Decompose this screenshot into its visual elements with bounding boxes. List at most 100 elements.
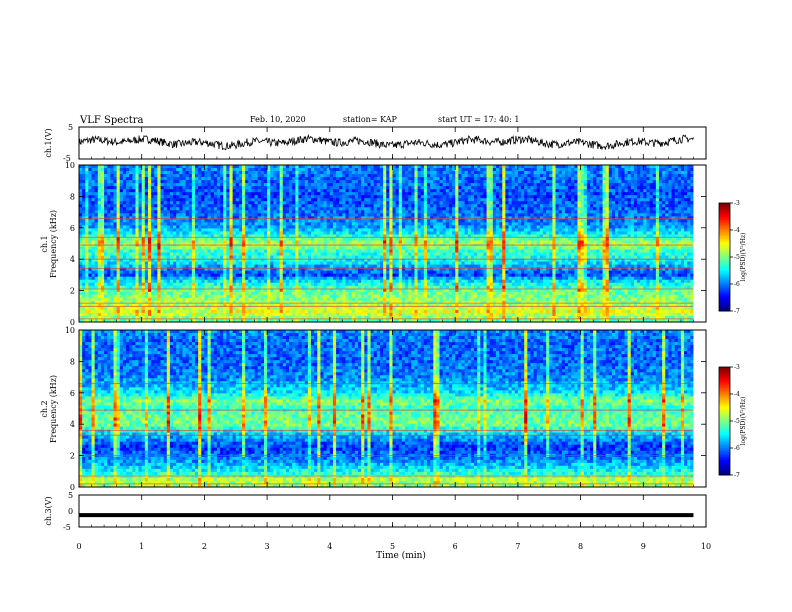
ch1-spectrogram-cell <box>486 180 491 184</box>
ch1-spectrogram-cell <box>586 174 591 178</box>
ch1-spectrogram-cell <box>414 222 419 226</box>
ch1-spectrogram-cell <box>79 165 83 169</box>
ch1-spectrogram-cell <box>486 210 491 214</box>
ch1-spectrogram-cell <box>229 177 234 181</box>
ch1-spectrogram-cell <box>564 186 569 190</box>
ch1-spectrogram-cell <box>188 228 193 233</box>
ch1-spectrogram-cell <box>285 204 290 208</box>
ch1-spectrogram-cell <box>229 204 234 208</box>
ch1-spectrogram-cell <box>91 195 96 199</box>
ch1-spectrogram-cell <box>649 180 654 184</box>
ch1-spectrogram-cell <box>373 174 378 178</box>
ch1-spectrogram-cell <box>94 225 99 229</box>
ch1-spectrogram-cell <box>285 225 290 229</box>
ch1-spectrogram-cell <box>304 192 309 196</box>
ch1-spectrogram-cell <box>354 177 359 181</box>
ch1-spectrogram-cell <box>505 198 510 202</box>
ch1-spectrogram-cell <box>646 228 651 233</box>
ch1-spectrogram-cell <box>235 165 240 169</box>
ch1-spectrogram-cell <box>455 195 459 199</box>
ch1-spectrogram-cell <box>577 198 582 202</box>
ch1-spectrogram-cell <box>533 207 538 211</box>
ch1-spectrogram-cell <box>417 174 422 178</box>
ch1-spectrogram-cell <box>536 189 541 193</box>
ch1-spectrogram-cell <box>461 168 466 172</box>
ch1-spectrogram-cell <box>549 171 553 175</box>
ch1-spectrogram-cell <box>677 204 682 208</box>
ch1-spectrogram-cell <box>624 171 629 175</box>
ch1-spectrogram-cell <box>643 186 648 190</box>
ch1-spectrogram-cell <box>238 189 243 193</box>
ch1-spectrogram-cell <box>376 186 381 190</box>
ch1-spectrogram-cell <box>398 195 403 199</box>
ch1-spectrogram-cell <box>621 183 626 187</box>
ch1-spectrogram-cell <box>461 177 466 181</box>
ch1-spectrogram-cell <box>304 177 309 181</box>
ch1-spectrogram-cell <box>674 168 679 172</box>
ch1-spectrogram-cell <box>220 171 224 175</box>
ch1-spectrogram-cell <box>263 198 268 202</box>
ch1-spectrogram-cell <box>267 207 271 211</box>
ch1-spectrogram-cell <box>361 210 365 214</box>
ch1-spectrogram-cell <box>376 210 381 214</box>
ch1-spectrogram-cell <box>85 171 90 175</box>
ch1-spectrogram-cell <box>467 174 472 178</box>
ch1-spectrogram-cell <box>285 192 290 196</box>
ch1-spectrogram-cell <box>549 228 553 233</box>
ch1-spectrogram-cell <box>445 177 450 181</box>
ch1-spectrogram-cell <box>423 225 428 229</box>
ch1-spectrogram-cell <box>524 198 528 202</box>
ch1-spectrogram-cell <box>621 219 626 223</box>
ch1-spectrogram-cell <box>317 213 321 217</box>
ch1-spectrogram-cell <box>279 210 284 214</box>
ch1-spectrogram-cell <box>100 174 105 178</box>
ch1-spectrogram-cell <box>210 210 215 214</box>
ch1-spectrogram-cell <box>235 177 240 181</box>
ch1-spectrogram-cell <box>568 207 572 211</box>
ch1-spectrogram-cell <box>295 189 300 193</box>
ch1-spectrogram-cell <box>245 225 249 229</box>
ch1-spectrogram-cell <box>621 186 626 190</box>
date-label: Feb. 10, 2020 <box>250 115 306 124</box>
ch1-spectrogram-cell <box>621 207 626 211</box>
ch1-spectrogram-cell <box>310 168 315 172</box>
ch1-spectrogram-cell <box>571 204 575 208</box>
ch1-spectrogram-cell <box>85 192 90 196</box>
ch1-spectrogram-cell <box>586 165 591 169</box>
ch1-spectrogram-cell <box>110 165 115 169</box>
ch1-spectrogram-cell <box>423 180 428 184</box>
ch1-spectrogram-cell <box>439 189 444 193</box>
ch1-spectrogram-cell <box>564 225 569 229</box>
ch1-spectrogram-cell <box>561 186 566 190</box>
ch1-spectrogram-cell <box>655 183 660 187</box>
ch1-spectrogram-cell <box>122 174 127 178</box>
ch1-spectrogram-cell <box>564 213 569 217</box>
ch1-spectrogram-cell <box>467 192 472 196</box>
ch1-spectrogram-cell <box>270 204 274 208</box>
ch1-spectrogram-cell <box>370 168 375 172</box>
ch1-spectrogram-cell <box>116 207 121 211</box>
ch1-spectrogram-cell <box>508 186 513 190</box>
ch1-spectrogram-cell <box>662 198 666 202</box>
ch1-spectrogram-cell <box>216 219 221 223</box>
ch1-spectrogram-cell <box>257 210 262 214</box>
ch1-spectrogram-cell <box>144 171 149 175</box>
ch1-spectrogram-cell <box>314 228 318 233</box>
ch1-spectrogram-cell <box>226 195 231 199</box>
ch1-spectrogram-cell <box>627 189 632 193</box>
ch1-spectrogram-cell <box>232 228 237 233</box>
ch1-spectrogram-cell <box>646 186 651 190</box>
ch1-spectrogram-cell <box>229 210 234 214</box>
ch1-spectrogram-cell <box>201 222 206 226</box>
ch1-spectrogram-cell <box>680 165 685 169</box>
ch1-spectrogram-cell <box>511 180 516 184</box>
ch1-spectrogram-cell <box>677 213 682 217</box>
ch1-spectrogram-cell <box>611 165 616 169</box>
ch1-spectrogram-cell <box>524 213 528 217</box>
ch1-spectrogram-cell <box>207 165 212 169</box>
ch1-spectrogram-cell <box>204 165 209 169</box>
ch1-spectrogram-cell <box>420 177 425 181</box>
ch1-ytick-bottom: -5 <box>63 154 71 163</box>
ch1-spectrogram-cell <box>521 228 525 233</box>
ch1-spectrogram-cell <box>408 210 412 214</box>
